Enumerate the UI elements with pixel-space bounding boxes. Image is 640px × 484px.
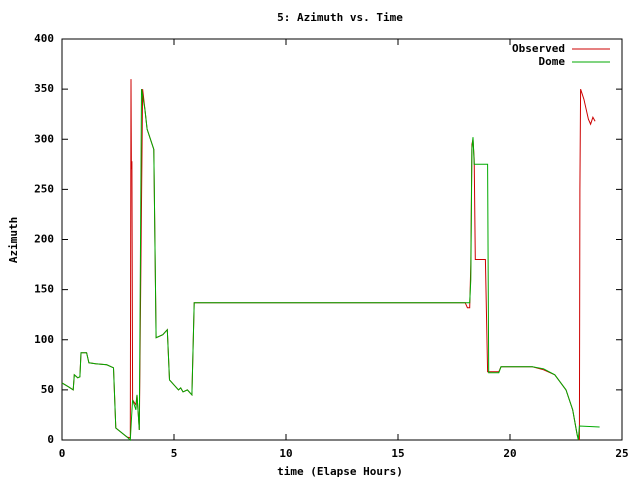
y-tick-label: 0 — [47, 433, 54, 446]
y-tick-label: 400 — [34, 32, 54, 45]
legend-label: Dome — [539, 55, 566, 68]
x-tick-label: 15 — [391, 447, 404, 460]
plot-frame — [61, 38, 623, 441]
chart-title: 5: Azimuth vs. Time — [277, 11, 403, 24]
y-tick-label: 300 — [34, 132, 54, 145]
y-tick-label: 250 — [34, 182, 54, 195]
data-line — [61, 89, 600, 442]
x-axis-label: time (Elapse Hours) — [277, 465, 403, 478]
data-line — [61, 79, 596, 441]
y-tick-label: 200 — [34, 233, 54, 246]
x-tick-label: 10 — [279, 447, 292, 460]
y-axis-label: Azimuth — [7, 217, 20, 263]
x-tick-label: 5 — [171, 447, 178, 460]
x-tick-label: 20 — [503, 447, 516, 460]
y-tick-label: 50 — [41, 383, 54, 396]
legend-label: Observed — [512, 42, 565, 55]
x-tick-label: 25 — [615, 447, 628, 460]
x-tick-label: 0 — [59, 447, 66, 460]
y-tick-label: 100 — [34, 333, 54, 346]
y-tick-label: 150 — [34, 283, 54, 296]
y-tick-label: 350 — [34, 82, 54, 95]
